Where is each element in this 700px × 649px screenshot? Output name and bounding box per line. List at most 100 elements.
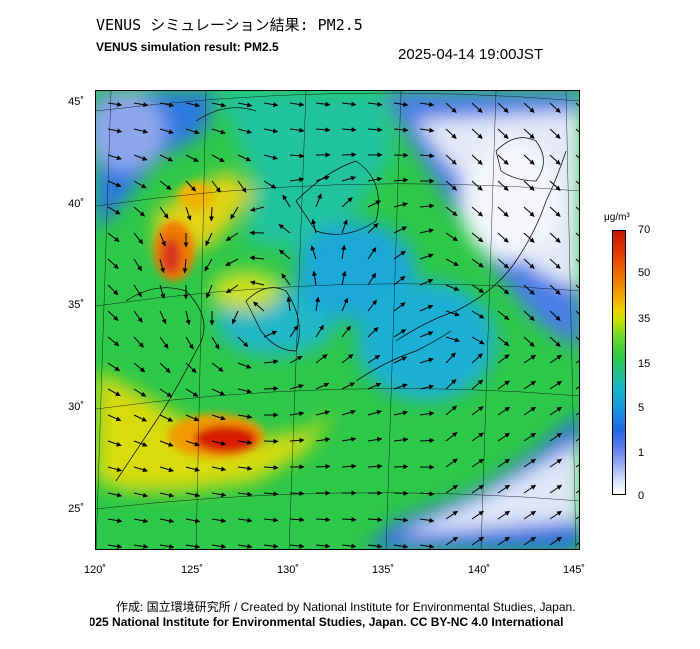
colorbar-label-50: 50 [638, 267, 651, 279]
wind-arrow [289, 490, 305, 496]
wind-arrow [263, 465, 279, 471]
wind-arrow [445, 458, 458, 468]
wind-arrow [523, 284, 535, 295]
wind-arrow [445, 484, 459, 494]
wind-arrow [471, 458, 485, 468]
wind-arrow [523, 102, 535, 113]
wind-arrow [575, 438, 579, 442]
wind-arrow [393, 127, 409, 133]
wind-arrow [549, 458, 563, 468]
wind-arrow [419, 101, 435, 107]
wind-arrow [575, 154, 579, 159]
wind-arrow [497, 380, 510, 390]
lon-tick-125: 125˚ [180, 564, 204, 576]
wind-arrow [419, 411, 435, 417]
wind-arrow [523, 310, 535, 321]
wind-arrow [289, 543, 305, 549]
lat-tick-25: 25˚ [68, 503, 84, 515]
wind-arrow [393, 202, 408, 208]
wind-arrow [237, 517, 253, 523]
wind-arrow [133, 362, 146, 373]
wind-arrow [445, 180, 457, 191]
wind-arrow [211, 154, 225, 163]
wind-arrow [310, 245, 317, 260]
wind-arrow [523, 232, 535, 243]
wind-arrow [263, 180, 277, 189]
wind-arrow [211, 440, 227, 446]
wind-arrow [445, 258, 459, 267]
title-japanese: VENUS シミュレーション結果: PM2.5 [96, 16, 363, 34]
wind-arrow [523, 380, 537, 390]
wind-arrow [311, 270, 317, 286]
wind-arrow [445, 154, 457, 165]
wind-arrow [367, 327, 379, 338]
wind-arrow [393, 302, 406, 312]
wind-arrow [237, 414, 253, 420]
colorbar-label-35: 35 [638, 313, 651, 325]
wind-arrow [471, 258, 484, 268]
wind-arrow [575, 336, 579, 341]
wind-arrow [237, 543, 253, 549]
wind-arrow [315, 543, 331, 549]
wind-arrow [419, 437, 435, 443]
wind-arrow [237, 439, 253, 445]
wind-arrow [445, 128, 457, 139]
wind-arrow [289, 127, 305, 133]
wind-arrow [419, 279, 434, 286]
wind-arrow [445, 378, 457, 390]
wind-arrow [471, 432, 484, 442]
wind-arrow [367, 247, 377, 260]
wind-arrow [159, 154, 174, 162]
wind-arrow [419, 543, 435, 549]
wind-arrow [575, 542, 579, 546]
wind-arrow [341, 127, 357, 133]
wind-arrow [159, 362, 171, 373]
wind-arrow [211, 518, 227, 524]
wind-arrow [393, 226, 408, 234]
wind-arrow [107, 362, 121, 372]
wind-arrow [133, 310, 143, 323]
wind-arrow [263, 154, 278, 160]
wind-arrow [419, 384, 435, 390]
wind-arrow [445, 232, 459, 242]
wind-arrow [367, 436, 383, 442]
wind-arrow [393, 250, 406, 260]
wind-arrow [549, 128, 561, 139]
wind-arrow [159, 414, 174, 422]
wind-arrow [471, 406, 484, 416]
wind-arrow [497, 336, 510, 347]
wind-arrow [289, 101, 305, 107]
wind-arrow [471, 232, 484, 243]
wind-arrow [393, 543, 409, 549]
wind-arrow [367, 222, 379, 234]
wind-arrow [107, 310, 119, 321]
wind-arrow [419, 517, 435, 523]
wind-arrow [249, 280, 265, 286]
wind-arrow [159, 544, 175, 549]
wind-arrow [159, 180, 172, 190]
wind-arrow [575, 128, 579, 133]
wind-arrow [523, 432, 537, 442]
wind-arrow [211, 102, 227, 108]
wind-arrow [159, 284, 166, 299]
wind-arrow [367, 409, 382, 416]
wind-arrow [471, 128, 483, 139]
credit-line-2: 2025 National Institute for Environmenta… [90, 615, 610, 629]
wind-arrow [209, 206, 215, 222]
wind-arrow [211, 543, 227, 549]
wind-arrow [185, 544, 201, 549]
pm25-map [95, 90, 580, 550]
lat-tick-30: 30˚ [68, 401, 84, 413]
wind-arrow [341, 197, 353, 208]
wind-arrow [133, 284, 142, 298]
wind-arrow [497, 128, 509, 139]
wind-arrow [497, 206, 509, 217]
wind-arrow [185, 180, 197, 192]
wind-arrow [497, 258, 509, 269]
wind-arrow [471, 536, 485, 546]
lat-tick-45: 45˚ [68, 96, 84, 108]
wind-arrow [575, 386, 579, 390]
wind-arrow [185, 310, 191, 326]
wind-arrow [237, 491, 253, 497]
wind-arrow [367, 200, 381, 208]
